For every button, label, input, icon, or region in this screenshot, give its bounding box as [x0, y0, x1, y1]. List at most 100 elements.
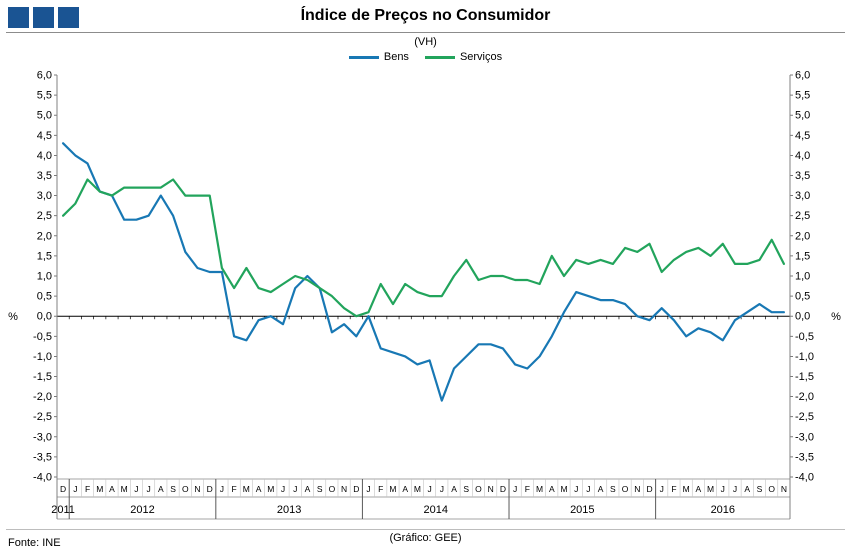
svg-text:O: O: [768, 484, 775, 494]
svg-text:-4,0: -4,0: [33, 472, 52, 484]
svg-text:M: M: [121, 484, 128, 494]
svg-text:A: A: [451, 484, 457, 494]
svg-text:N: N: [341, 484, 347, 494]
svg-text:M: M: [536, 484, 543, 494]
gee-logo: [8, 7, 79, 28]
svg-text:M: M: [96, 484, 103, 494]
svg-text:S: S: [170, 484, 176, 494]
svg-text:A: A: [744, 484, 750, 494]
svg-text:-2,0: -2,0: [795, 391, 814, 403]
svg-text:J: J: [220, 484, 224, 494]
svg-text:O: O: [475, 484, 482, 494]
svg-text:2013: 2013: [277, 504, 301, 516]
svg-text:2011: 2011: [51, 504, 75, 516]
svg-text:6,0: 6,0: [795, 70, 810, 82]
legend-item-servicos: Serviços: [424, 51, 503, 63]
svg-text:J: J: [366, 484, 370, 494]
svg-text:J: J: [513, 484, 517, 494]
svg-text:2,5: 2,5: [37, 210, 52, 222]
svg-text:3,5: 3,5: [37, 170, 52, 182]
svg-text:1,0: 1,0: [795, 271, 810, 283]
svg-text:0,5: 0,5: [37, 291, 52, 303]
logo-square: [58, 7, 79, 28]
svg-text:4,0: 4,0: [37, 150, 52, 162]
svg-text:D: D: [353, 484, 359, 494]
svg-text:J: J: [427, 484, 431, 494]
svg-text:3,5: 3,5: [795, 170, 810, 182]
svg-text:M: M: [389, 484, 396, 494]
svg-text:J: J: [586, 484, 590, 494]
svg-text:2,0: 2,0: [37, 230, 52, 242]
svg-text:-3,0: -3,0: [33, 431, 52, 443]
svg-text:O: O: [182, 484, 189, 494]
svg-text:F: F: [85, 484, 90, 494]
svg-text:0,0: 0,0: [37, 311, 52, 323]
servicos-line-swatch: [424, 55, 455, 59]
svg-text:4,0: 4,0: [795, 150, 810, 162]
svg-text:O: O: [329, 484, 336, 494]
svg-text:J: J: [733, 484, 737, 494]
svg-text:-1,0: -1,0: [795, 351, 814, 363]
svg-text:-1,0: -1,0: [33, 351, 52, 363]
svg-text:-4,0: -4,0: [795, 472, 814, 484]
svg-text:A: A: [549, 484, 555, 494]
svg-text:J: J: [574, 484, 578, 494]
chart-credit: (Gráfico: GEE): [389, 532, 462, 544]
svg-text:0,0: 0,0: [795, 311, 810, 323]
svg-text:-2,5: -2,5: [795, 411, 814, 423]
svg-text:A: A: [109, 484, 115, 494]
svg-text:-2,5: -2,5: [33, 411, 52, 423]
svg-text:5,0: 5,0: [795, 110, 810, 122]
svg-text:0,5: 0,5: [795, 291, 810, 303]
svg-text:A: A: [696, 484, 702, 494]
source-note: Fonte: INE: [8, 537, 61, 549]
svg-text:J: J: [147, 484, 151, 494]
svg-text:1,5: 1,5: [795, 250, 810, 262]
svg-text:A: A: [305, 484, 311, 494]
svg-text:O: O: [622, 484, 629, 494]
svg-text:M: M: [560, 484, 567, 494]
svg-text:2,0: 2,0: [795, 230, 810, 242]
svg-text:J: J: [134, 484, 138, 494]
svg-text:D: D: [207, 484, 213, 494]
chart-subtitle: (VH): [414, 36, 437, 48]
legend-item-bens: Bens: [348, 51, 409, 63]
svg-text:2015: 2015: [570, 504, 594, 516]
svg-text:4,5: 4,5: [37, 130, 52, 142]
svg-text:5,5: 5,5: [37, 90, 52, 102]
svg-text:A: A: [402, 484, 408, 494]
svg-text:J: J: [440, 484, 444, 494]
svg-text:-3,5: -3,5: [33, 451, 52, 463]
svg-text:3,0: 3,0: [795, 190, 810, 202]
svg-text:-3,5: -3,5: [795, 451, 814, 463]
svg-text:F: F: [378, 484, 383, 494]
svg-text:J: J: [660, 484, 664, 494]
svg-text:%: %: [831, 311, 841, 323]
page-title: Índice de Preços no Consumidor: [300, 7, 551, 24]
svg-text:M: M: [243, 484, 250, 494]
svg-text:D: D: [60, 484, 66, 494]
logo-square: [8, 7, 29, 28]
svg-text:6,0: 6,0: [37, 70, 52, 82]
logo-square: [33, 7, 54, 28]
svg-text:A: A: [256, 484, 262, 494]
svg-text:%: %: [8, 311, 18, 323]
legend: Bens Serviços: [0, 51, 851, 63]
title-divider: [6, 32, 845, 33]
svg-text:N: N: [488, 484, 494, 494]
svg-text:-0,5: -0,5: [33, 331, 52, 343]
svg-text:S: S: [317, 484, 323, 494]
svg-text:1,5: 1,5: [37, 250, 52, 262]
svg-text:A: A: [598, 484, 604, 494]
svg-text:-2,0: -2,0: [33, 391, 52, 403]
svg-text:A: A: [158, 484, 164, 494]
bens-line-swatch: [348, 55, 379, 59]
svg-text:M: M: [707, 484, 714, 494]
svg-text:S: S: [463, 484, 469, 494]
svg-text:S: S: [610, 484, 616, 494]
svg-text:5,5: 5,5: [795, 90, 810, 102]
svg-text:D: D: [500, 484, 506, 494]
legend-label-servicos: Serviços: [459, 51, 503, 63]
